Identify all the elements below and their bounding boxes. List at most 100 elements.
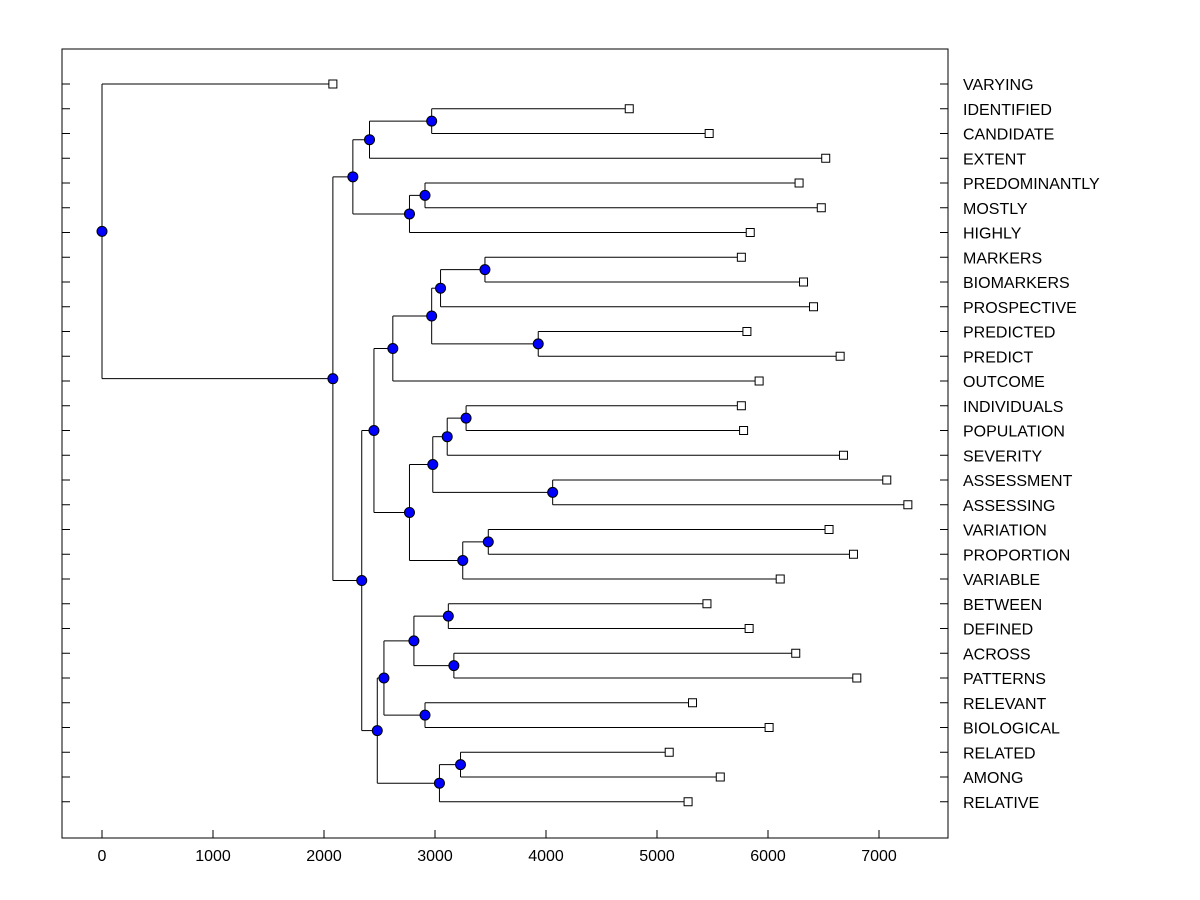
- merge-node: [387, 343, 399, 355]
- leaf-markers: [328, 79, 913, 807]
- merge-node: [408, 635, 420, 647]
- leaf-marker: [745, 228, 755, 237]
- merge-node: [442, 610, 454, 622]
- dendrogram-links: [101, 83, 908, 803]
- leaf-marker: [816, 203, 826, 213]
- merge-node: [433, 777, 445, 789]
- leaf-marker: [715, 772, 725, 782]
- merge-node: [448, 660, 460, 672]
- leaf-marker: [328, 79, 338, 89]
- leaf-label: VARIATION: [963, 523, 1047, 540]
- leaf-label: BETWEEN: [963, 597, 1042, 614]
- leaf-marker: [794, 178, 804, 188]
- leaf-label: ASSESSMENT: [963, 473, 1073, 490]
- merge-node: [96, 225, 108, 237]
- leaf-label: PREDICT: [963, 349, 1033, 366]
- merge-node: [371, 725, 383, 737]
- leaf-label: MARKERS: [963, 250, 1042, 267]
- leaf-marker: [744, 624, 754, 633]
- leaf-label: VARYING: [963, 77, 1034, 94]
- merge-node: [482, 536, 494, 548]
- leaf-label: BIOMARKERS: [963, 275, 1070, 292]
- leaf-label: VARIABLE: [963, 572, 1040, 589]
- leaf-label: CANDIDATE: [963, 127, 1054, 144]
- leaf-marker: [683, 797, 693, 807]
- leaf-marker: [838, 450, 848, 460]
- merge-node: [441, 431, 453, 443]
- leaf-marker: [882, 475, 892, 485]
- merge-node: [460, 412, 472, 424]
- merge-node: [426, 310, 438, 322]
- x-tick-label: 0: [98, 848, 107, 865]
- plot-frame: [61, 48, 949, 839]
- leaf-label: EXTENT: [963, 151, 1026, 168]
- x-tick-label: 6000: [750, 848, 786, 865]
- leaf-marker: [739, 426, 749, 435]
- leaf-label: PREDOMINANTLY: [963, 176, 1100, 193]
- leaf-marker: [821, 153, 831, 163]
- merge-node: [368, 425, 380, 436]
- leaf-marker: [764, 723, 774, 732]
- merge-node: [455, 759, 467, 771]
- merge-node: [426, 115, 438, 127]
- merge-node: [356, 575, 368, 587]
- left-tick-marks: [62, 83, 70, 803]
- leaf-labels: VARYING IDENTIFIED CANDIDATE EXTENT PREDOMIN…: [963, 77, 1100, 812]
- leaf-label: IDENTIFIED: [963, 102, 1052, 119]
- merge-node: [403, 208, 415, 220]
- x-tick-label: 5000: [639, 848, 675, 865]
- x-tick-label: 4000: [528, 848, 564, 865]
- x-axis-ticks: [101, 830, 880, 838]
- leaf-marker: [736, 252, 746, 262]
- merge-node: [347, 171, 359, 183]
- leaf-label: PREDICTED: [963, 325, 1055, 342]
- leaf-marker: [791, 648, 801, 658]
- leaf-label: RELATED: [963, 745, 1036, 762]
- leaf-marker: [704, 129, 714, 138]
- leaf-marker: [799, 277, 809, 287]
- leaf-label: AMONG: [963, 770, 1023, 787]
- merge-node: [378, 672, 390, 684]
- leaf-label: PATTERNS: [963, 671, 1046, 688]
- leaf-marker: [754, 376, 764, 386]
- merge-node: [403, 506, 415, 518]
- leaf-marker: [809, 302, 819, 312]
- merge-nodes: [96, 115, 559, 789]
- merge-node: [427, 459, 439, 471]
- leaf-label: OUTCOME: [963, 374, 1045, 391]
- leaf-label: ASSESSING: [963, 498, 1055, 515]
- merge-node: [547, 486, 559, 498]
- x-axis-tick-labels: 0 1000 2000 3000 4000 5000 6000 7000: [98, 848, 897, 865]
- leaf-label: RELATIVE: [963, 795, 1039, 812]
- leaf-marker: [903, 500, 913, 510]
- merge-node: [327, 373, 339, 385]
- merge-node: [532, 338, 544, 350]
- leaf-marker: [775, 574, 785, 584]
- leaf-marker: [624, 104, 634, 114]
- leaf-label: PROSPECTIVE: [963, 300, 1077, 317]
- leaf-label: SEVERITY: [963, 448, 1042, 465]
- leaf-marker: [848, 549, 858, 559]
- leaf-marker: [742, 327, 752, 336]
- leaf-marker: [702, 599, 712, 609]
- x-tick-label: 2000: [306, 848, 342, 865]
- leaf-label: POPULATION: [963, 424, 1065, 441]
- x-tick-label: 7000: [861, 848, 897, 865]
- leaf-label: BIOLOGICAL: [963, 721, 1060, 738]
- merge-node: [419, 189, 431, 201]
- leaf-marker: [835, 351, 845, 361]
- leaf-marker: [852, 673, 862, 683]
- leaf-label: INDIVIDUALS: [963, 399, 1063, 416]
- leaf-marker: [824, 525, 834, 534]
- leaf-label: HIGHLY: [963, 226, 1022, 243]
- leaf-label: DEFINED: [963, 622, 1033, 639]
- leaf-marker: [736, 401, 746, 411]
- leaf-marker: [664, 747, 674, 757]
- right-tick-marks: [940, 83, 948, 803]
- leaf-label: PROPORTION: [963, 547, 1070, 564]
- merge-node: [457, 554, 469, 566]
- leaf-label: RELEVANT: [963, 696, 1047, 713]
- merge-node: [479, 264, 491, 276]
- merge-node: [364, 134, 376, 146]
